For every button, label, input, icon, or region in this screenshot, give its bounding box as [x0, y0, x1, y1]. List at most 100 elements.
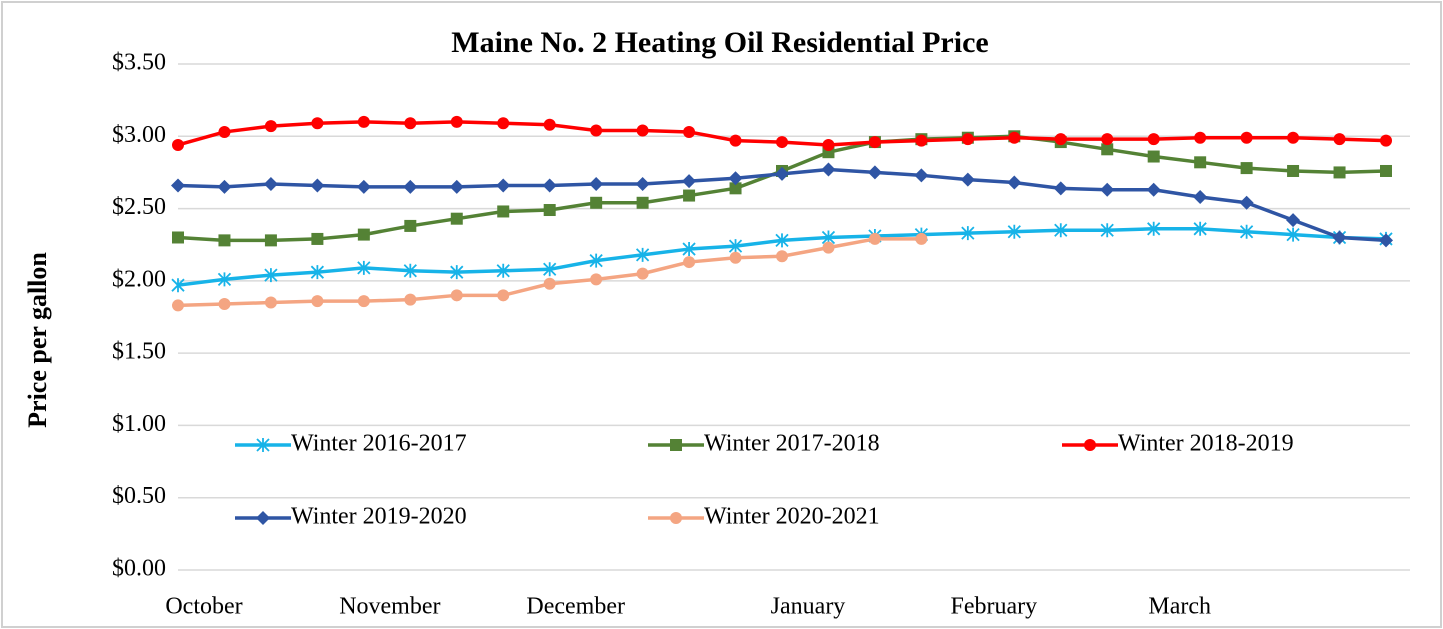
marker	[1147, 150, 1160, 163]
marker	[1147, 221, 1161, 236]
marker	[1239, 224, 1254, 239]
legend-label: Winter 2019-2020	[291, 504, 467, 530]
marker	[867, 165, 882, 180]
marker	[264, 234, 277, 247]
marker	[729, 182, 742, 195]
marker	[1193, 221, 1207, 236]
marker	[1240, 162, 1253, 175]
marker	[683, 256, 696, 269]
marker	[1239, 195, 1254, 210]
marker	[1007, 175, 1022, 190]
legend-label: Winter 2017-2018	[704, 431, 880, 457]
marker	[776, 136, 788, 149]
marker	[775, 166, 789, 181]
marker	[589, 253, 603, 268]
marker	[1287, 131, 1300, 144]
marker	[1380, 134, 1392, 147]
marker	[1333, 133, 1346, 146]
marker	[868, 136, 881, 149]
marker	[729, 251, 742, 264]
marker	[636, 124, 649, 137]
marker	[728, 171, 743, 186]
marker	[1054, 133, 1067, 146]
legend-marker	[256, 438, 270, 452]
marker	[914, 168, 929, 183]
legend-label: Winter 2020-2021	[704, 504, 880, 530]
marker	[450, 265, 464, 280]
marker	[264, 268, 278, 283]
marker	[543, 277, 556, 290]
marker	[868, 232, 881, 245]
legend-label: Winter 2018-2019	[1118, 431, 1294, 457]
marker	[264, 120, 277, 133]
marker	[1146, 182, 1161, 197]
marker	[357, 295, 370, 308]
marker	[450, 289, 463, 302]
marker	[357, 115, 370, 128]
marker	[729, 134, 742, 147]
marker	[218, 125, 231, 138]
marker	[403, 179, 418, 194]
marker	[776, 250, 788, 263]
marker	[172, 231, 184, 244]
x-tick-label: January	[771, 594, 846, 620]
marker	[1286, 213, 1301, 228]
marker	[635, 176, 650, 191]
marker	[635, 247, 650, 262]
x-tick-label: March	[1148, 594, 1211, 620]
y-tick-label: $0.00	[112, 556, 166, 582]
y-axis-label: Price per gallon	[23, 252, 52, 428]
legend-label: Winter 2016-2017	[291, 431, 467, 457]
marker	[218, 297, 231, 310]
x-tick-label: February	[951, 594, 1038, 620]
marker	[636, 267, 649, 280]
marker	[1007, 224, 1021, 239]
chart-title: Maine No. 2 Heating Oil Residential Pric…	[451, 26, 988, 59]
marker	[1379, 233, 1393, 248]
marker	[1240, 131, 1253, 144]
marker	[821, 162, 836, 177]
marker	[450, 212, 463, 225]
marker	[404, 219, 417, 232]
marker	[310, 265, 325, 280]
marker	[1054, 223, 1068, 238]
marker	[497, 117, 510, 130]
marker	[775, 233, 789, 248]
marker	[263, 176, 278, 191]
marker	[311, 232, 324, 245]
legend-marker	[670, 439, 682, 451]
y-tick-label: $1.50	[112, 339, 166, 365]
marker	[172, 299, 184, 312]
marker	[543, 204, 556, 217]
marker	[915, 134, 928, 147]
y-tick-label: $3.50	[112, 50, 166, 76]
marker	[311, 117, 324, 130]
marker	[1287, 164, 1300, 177]
marker	[915, 232, 928, 245]
marker	[960, 172, 975, 187]
y-tick-label: $2.00	[112, 266, 166, 292]
y-tick-label: $3.00	[112, 122, 166, 148]
legend-marker	[1084, 439, 1096, 451]
marker	[543, 262, 557, 277]
marker	[683, 189, 696, 202]
marker	[450, 115, 463, 128]
marker	[683, 125, 696, 138]
marker	[449, 179, 464, 194]
marker	[264, 296, 277, 309]
marker	[1100, 182, 1115, 197]
marker	[217, 179, 232, 194]
marker	[728, 239, 743, 254]
marker	[357, 228, 370, 241]
legend-marker	[256, 511, 270, 525]
x-tick-label: December	[526, 594, 625, 620]
marker	[310, 178, 325, 193]
x-tick-label: November	[339, 594, 440, 620]
marker	[961, 226, 975, 241]
marker	[589, 176, 604, 191]
marker	[822, 241, 835, 254]
marker	[1008, 131, 1021, 144]
marker	[1286, 227, 1300, 242]
